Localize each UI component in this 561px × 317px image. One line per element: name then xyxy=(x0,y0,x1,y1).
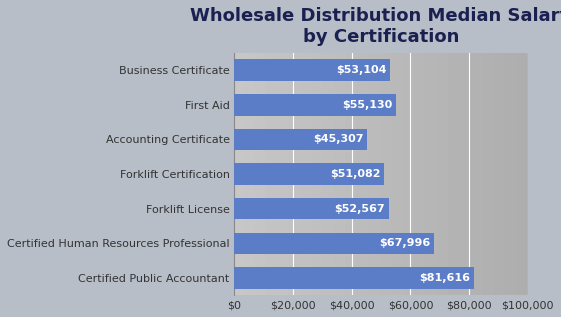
Bar xyxy=(234,59,390,81)
Title: Wholesale Distribution Median Salary
by Certification: Wholesale Distribution Median Salary by … xyxy=(191,7,561,46)
Bar xyxy=(234,163,384,185)
Bar xyxy=(234,94,396,115)
Bar xyxy=(234,267,474,288)
Bar xyxy=(234,198,389,219)
Text: $53,104: $53,104 xyxy=(336,65,387,75)
Bar xyxy=(234,233,434,254)
Text: $51,082: $51,082 xyxy=(330,169,381,179)
Bar xyxy=(234,129,367,150)
Text: $45,307: $45,307 xyxy=(314,134,364,145)
Text: $55,130: $55,130 xyxy=(342,100,393,110)
Text: $81,616: $81,616 xyxy=(420,273,470,283)
Text: $52,567: $52,567 xyxy=(334,204,385,214)
Text: $67,996: $67,996 xyxy=(379,238,430,248)
